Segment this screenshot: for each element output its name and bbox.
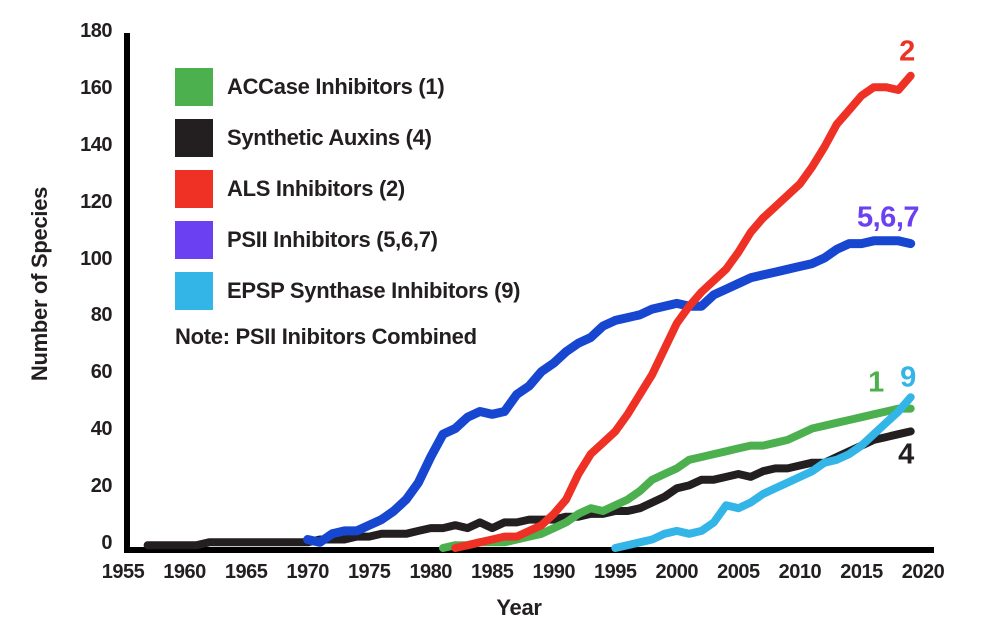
series-end-label-accase: 1 bbox=[868, 366, 884, 399]
series-end-label-auxins: 4 bbox=[898, 438, 914, 471]
x-tick-label-1995: 1995 bbox=[594, 561, 637, 583]
legend-swatch-epsp bbox=[175, 272, 213, 310]
y-tick-label-140: 140 bbox=[80, 133, 112, 156]
x-tick-label-1955: 1955 bbox=[101, 561, 145, 583]
y-axis-title: Number of Species bbox=[27, 186, 52, 382]
y-tick-label-40: 40 bbox=[90, 418, 113, 441]
x-tick-label-1980: 1980 bbox=[409, 561, 452, 583]
legend-label-epsp: EPSP Synthase Inhibitors (9) bbox=[227, 278, 521, 303]
x-tick-label-2020: 2020 bbox=[901, 561, 945, 583]
x-tick-label-1975: 1975 bbox=[347, 561, 391, 583]
legend-label-als: ALS Inhibitors (2) bbox=[227, 176, 405, 201]
x-tick-label-2005: 2005 bbox=[717, 561, 760, 583]
series-end-label-als: 2 bbox=[899, 35, 915, 68]
legend-swatch-psii bbox=[175, 221, 213, 259]
series-lines-group bbox=[143, 71, 916, 552]
series-line-epsp-synthase-inhibitors-9 bbox=[611, 393, 915, 552]
legend-item-accase: ACCase Inhibitors (1) bbox=[175, 68, 520, 106]
series-line-als-inhibitors-2 bbox=[451, 71, 915, 552]
legend-item-epsp: EPSP Synthase Inhibitors (9) bbox=[175, 272, 520, 310]
x-axis-line bbox=[124, 547, 934, 553]
x-tick-label-1990: 1990 bbox=[532, 561, 576, 583]
legend-item-als: ALS Inhibitors (2) bbox=[175, 170, 520, 208]
x-tick-label-2015: 2015 bbox=[840, 561, 883, 583]
x-tick-label-1970: 1970 bbox=[286, 561, 329, 583]
legend-swatch-als bbox=[175, 170, 213, 208]
series-end-label-psii: 5,6,7 bbox=[857, 201, 920, 234]
x-tick-label-1960: 1960 bbox=[163, 561, 206, 583]
y-tick-label-0: 0 bbox=[101, 532, 112, 554]
legend-label-psii: PSII Inhibitors (5,6,7) bbox=[227, 227, 438, 252]
x-axis-title: Year bbox=[496, 595, 542, 620]
x-tick-label-2000: 2000 bbox=[655, 561, 699, 583]
x-tick-label-1965: 1965 bbox=[224, 561, 268, 583]
y-axis-line bbox=[124, 33, 130, 553]
psii-combined-note: Note: PSII Inibitors Combined bbox=[175, 324, 477, 349]
y-tick-label-180: 180 bbox=[80, 20, 112, 42]
y-tick-label-160: 160 bbox=[80, 76, 112, 99]
x-tick-label-2010: 2010 bbox=[778, 561, 822, 583]
legend-swatch-accase bbox=[175, 68, 213, 106]
legend-label-accase: ACCase Inhibitors (1) bbox=[227, 74, 445, 99]
legend: ACCase Inhibitors (1) Synthetic Auxins (… bbox=[175, 68, 520, 310]
legend-swatch-synthetic-auxins bbox=[175, 119, 213, 157]
y-tick-label-100: 100 bbox=[80, 247, 112, 270]
y-tick-label-20: 20 bbox=[90, 475, 113, 498]
legend-item-psii: PSII Inhibitors (5,6,7) bbox=[175, 221, 520, 259]
x-tick-label-1985: 1985 bbox=[470, 561, 514, 583]
series-line-psii-inhibitors-5-6-7 bbox=[303, 236, 916, 547]
legend-item-synthetic-auxins: Synthetic Auxins (4) bbox=[175, 119, 520, 157]
y-tick-label-60: 60 bbox=[90, 361, 113, 384]
legend-label-synthetic-auxins: Synthetic Auxins (4) bbox=[227, 125, 432, 150]
series-line-synthetic-auxins-4 bbox=[143, 427, 915, 550]
y-tick-label-120: 120 bbox=[80, 190, 112, 213]
y-tick-label-80: 80 bbox=[90, 304, 113, 327]
series-end-label-epsp: 9 bbox=[900, 361, 916, 394]
